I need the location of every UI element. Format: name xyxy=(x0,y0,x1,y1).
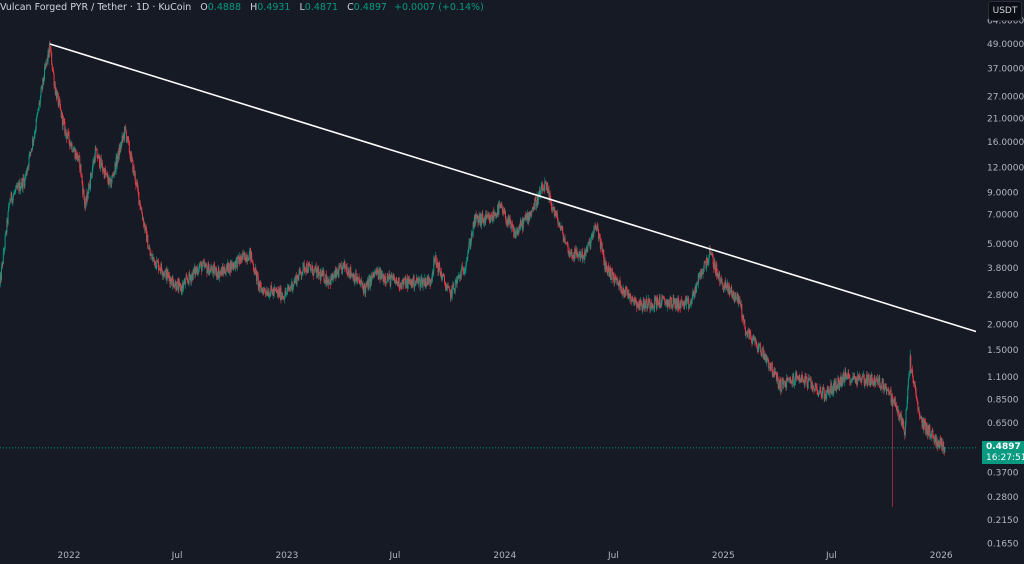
open-value: 0.4888 xyxy=(207,2,242,13)
y-tick-label: 1.5000 xyxy=(987,346,1019,356)
y-tick-label: 7.0000 xyxy=(987,211,1019,221)
x-tick-label: 2024 xyxy=(493,551,516,561)
y-tick-label: 0.3700 xyxy=(987,469,1019,479)
y-tick-label: 21.0000 xyxy=(987,114,1024,124)
high-value: 0.4931 xyxy=(257,2,291,13)
x-tick-label: 2022 xyxy=(58,551,81,561)
y-tick-label: 9.0000 xyxy=(987,189,1019,199)
change-value: +0.0007 (+0.14%) xyxy=(394,2,484,13)
y-tick-label: 2.0000 xyxy=(987,321,1019,331)
close-value: 0.4897 xyxy=(353,2,387,13)
candles xyxy=(0,40,946,507)
y-tick-label: 1.1000 xyxy=(987,373,1019,383)
symbol-name[interactable]: Vulcan Forged PYR / Tether · 1D · KuCoin xyxy=(0,2,192,13)
y-tick-label: 12.0000 xyxy=(987,163,1024,173)
y-tick-label: 49.0000 xyxy=(987,40,1024,50)
price-axis[interactable]: 64.0000 49.0000 37.0000 27.0000 21.0000 16.00… xyxy=(976,0,1024,564)
x-tick-label: Jul xyxy=(825,551,837,561)
y-tick-label: 37.0000 xyxy=(987,65,1024,75)
currency-button[interactable]: USDT xyxy=(988,1,1022,21)
y-tick-label: 2.8000 xyxy=(987,291,1019,301)
x-tick-label: 2025 xyxy=(712,551,735,561)
bar-countdown: 16:27:51 xyxy=(986,453,1024,463)
y-tick-label: 0.6500 xyxy=(987,419,1019,429)
open-label: O xyxy=(200,2,208,13)
close-label: C xyxy=(347,2,354,13)
low-label: L xyxy=(299,2,305,13)
time-axis[interactable]: 2022 Jul 2023 Jul 2024 Jul 2025 Jul 2026 xyxy=(0,546,976,564)
y-tick-label: 0.8500 xyxy=(987,396,1019,406)
y-tick-label: 3.8000 xyxy=(987,264,1019,274)
y-tick-label: 0.2800 xyxy=(987,493,1019,503)
last-price-tag: 0.4897 16:27:51 xyxy=(982,441,1024,464)
low-value: 0.4871 xyxy=(304,2,339,13)
last-price-value: 0.4897 xyxy=(986,442,1021,452)
y-tick-label: 64.0000 xyxy=(987,17,1024,27)
y-tick-label: 0.2150 xyxy=(987,516,1019,526)
trendline[interactable] xyxy=(49,43,981,334)
x-tick-label: Jul xyxy=(607,551,619,561)
high-label: H xyxy=(250,2,258,13)
x-tick-label: 2026 xyxy=(930,551,953,561)
y-tick-label: 27.0000 xyxy=(987,92,1024,102)
y-tick-label: 5.0000 xyxy=(987,240,1019,250)
y-tick-label: 0.1650 xyxy=(987,539,1019,549)
x-tick-label: Jul xyxy=(171,551,183,561)
symbol-legend: Vulcan Forged PYR / Tether · 1D · KuCoin… xyxy=(0,2,484,13)
x-tick-label: 2023 xyxy=(275,551,298,561)
y-tick-label: 16.0000 xyxy=(987,138,1024,148)
x-tick-label: Jul xyxy=(389,551,401,561)
